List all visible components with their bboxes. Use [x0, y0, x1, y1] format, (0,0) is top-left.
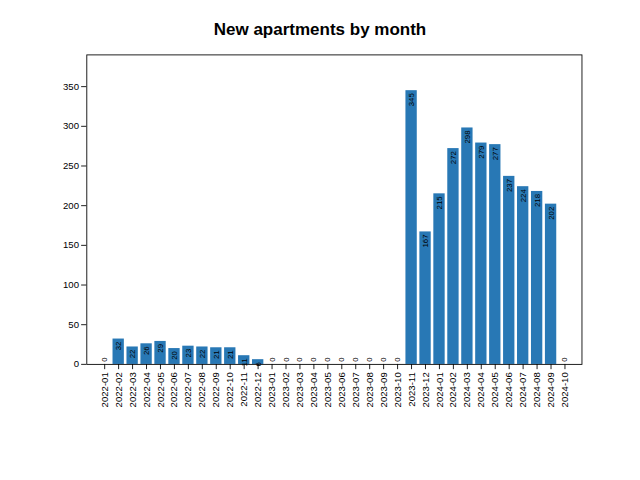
- svg-text:2023-06: 2023-06: [336, 372, 347, 407]
- svg-text:21: 21: [212, 350, 221, 359]
- svg-text:0: 0: [295, 357, 304, 362]
- svg-text:21: 21: [226, 350, 235, 359]
- svg-text:2024-06: 2024-06: [503, 372, 514, 407]
- svg-text:2022-03: 2022-03: [127, 372, 138, 407]
- svg-text:29: 29: [156, 344, 165, 353]
- svg-text:277: 277: [491, 147, 500, 160]
- svg-text:2024-08: 2024-08: [531, 372, 542, 407]
- svg-text:224: 224: [519, 189, 528, 203]
- svg-text:0: 0: [100, 357, 109, 362]
- svg-text:218: 218: [533, 193, 542, 207]
- svg-text:2022-12: 2022-12: [252, 372, 263, 407]
- svg-text:2022-11: 2022-11: [238, 372, 249, 406]
- svg-text:345: 345: [407, 93, 416, 107]
- svg-text:2023-08: 2023-08: [364, 372, 375, 407]
- svg-text:0: 0: [282, 357, 291, 362]
- svg-text:6: 6: [254, 362, 263, 367]
- svg-text:2022-04: 2022-04: [141, 372, 152, 408]
- svg-text:200: 200: [63, 200, 79, 211]
- svg-text:0: 0: [323, 357, 332, 362]
- svg-text:2024-05: 2024-05: [489, 372, 500, 407]
- svg-text:300: 300: [63, 120, 79, 131]
- svg-text:2022-01: 2022-01: [99, 372, 110, 407]
- svg-text:167: 167: [421, 234, 430, 247]
- svg-text:2022-08: 2022-08: [196, 372, 207, 407]
- svg-text:2024-01: 2024-01: [434, 372, 445, 407]
- svg-text:23: 23: [184, 348, 193, 357]
- svg-text:2023-05: 2023-05: [322, 372, 333, 407]
- svg-text:2024-03: 2024-03: [461, 372, 472, 407]
- svg-text:250: 250: [63, 160, 79, 171]
- svg-text:2023-12: 2023-12: [420, 372, 431, 407]
- svg-text:202: 202: [547, 207, 556, 220]
- svg-text:2023-04: 2023-04: [308, 372, 319, 408]
- svg-text:2022-07: 2022-07: [182, 372, 193, 407]
- svg-text:2022-09: 2022-09: [210, 372, 221, 407]
- svg-text:0: 0: [365, 357, 374, 362]
- svg-text:2024-09: 2024-09: [545, 372, 556, 407]
- html-text:New apartments by month: New apartments by month: [213, 20, 427, 39]
- svg-text:0: 0: [379, 357, 388, 362]
- svg-text:2022-06: 2022-06: [168, 372, 179, 407]
- svg-text:32: 32: [114, 342, 123, 351]
- svg-text:22: 22: [128, 350, 137, 359]
- svg-text:0: 0: [351, 357, 360, 362]
- svg-text:2022-02: 2022-02: [113, 372, 124, 407]
- svg-text:20: 20: [170, 350, 179, 359]
- svg-text:2024-10: 2024-10: [559, 372, 570, 407]
- svg-text:2023-07: 2023-07: [350, 372, 361, 407]
- svg-text:100: 100: [63, 279, 79, 290]
- svg-text:272: 272: [449, 151, 458, 164]
- svg-text:237: 237: [505, 179, 514, 192]
- svg-text:2024-02: 2024-02: [447, 372, 458, 407]
- svg-text:22: 22: [198, 350, 207, 359]
- svg-text:2022-10: 2022-10: [224, 372, 235, 407]
- svg-text:0: 0: [337, 357, 346, 362]
- svg-text:2024-07: 2024-07: [517, 372, 528, 407]
- svg-text:50: 50: [68, 319, 79, 330]
- svg-text:2022-05: 2022-05: [155, 372, 166, 407]
- svg-text:2023-01: 2023-01: [266, 372, 277, 407]
- svg-text:0: 0: [393, 357, 402, 362]
- svg-text:0: 0: [309, 357, 318, 362]
- svg-text:150: 150: [63, 239, 79, 250]
- svg-text:279: 279: [477, 146, 486, 159]
- svg-text:215: 215: [435, 196, 444, 210]
- svg-text:2023-09: 2023-09: [378, 372, 389, 407]
- svg-text:0: 0: [74, 358, 79, 369]
- svg-text:350: 350: [63, 81, 79, 92]
- svg-text:2024-04: 2024-04: [475, 372, 486, 408]
- svg-text:26: 26: [142, 346, 151, 355]
- svg-text:11: 11: [240, 358, 249, 366]
- svg-text:0: 0: [268, 357, 277, 362]
- svg-text:2023-03: 2023-03: [294, 372, 305, 407]
- svg-text:2023-02: 2023-02: [280, 372, 291, 407]
- svg-text:2023-11: 2023-11: [406, 372, 417, 406]
- svg-text:0: 0: [560, 357, 569, 362]
- svg-text:2023-10: 2023-10: [392, 372, 403, 407]
- svg-text:298: 298: [463, 130, 472, 144]
